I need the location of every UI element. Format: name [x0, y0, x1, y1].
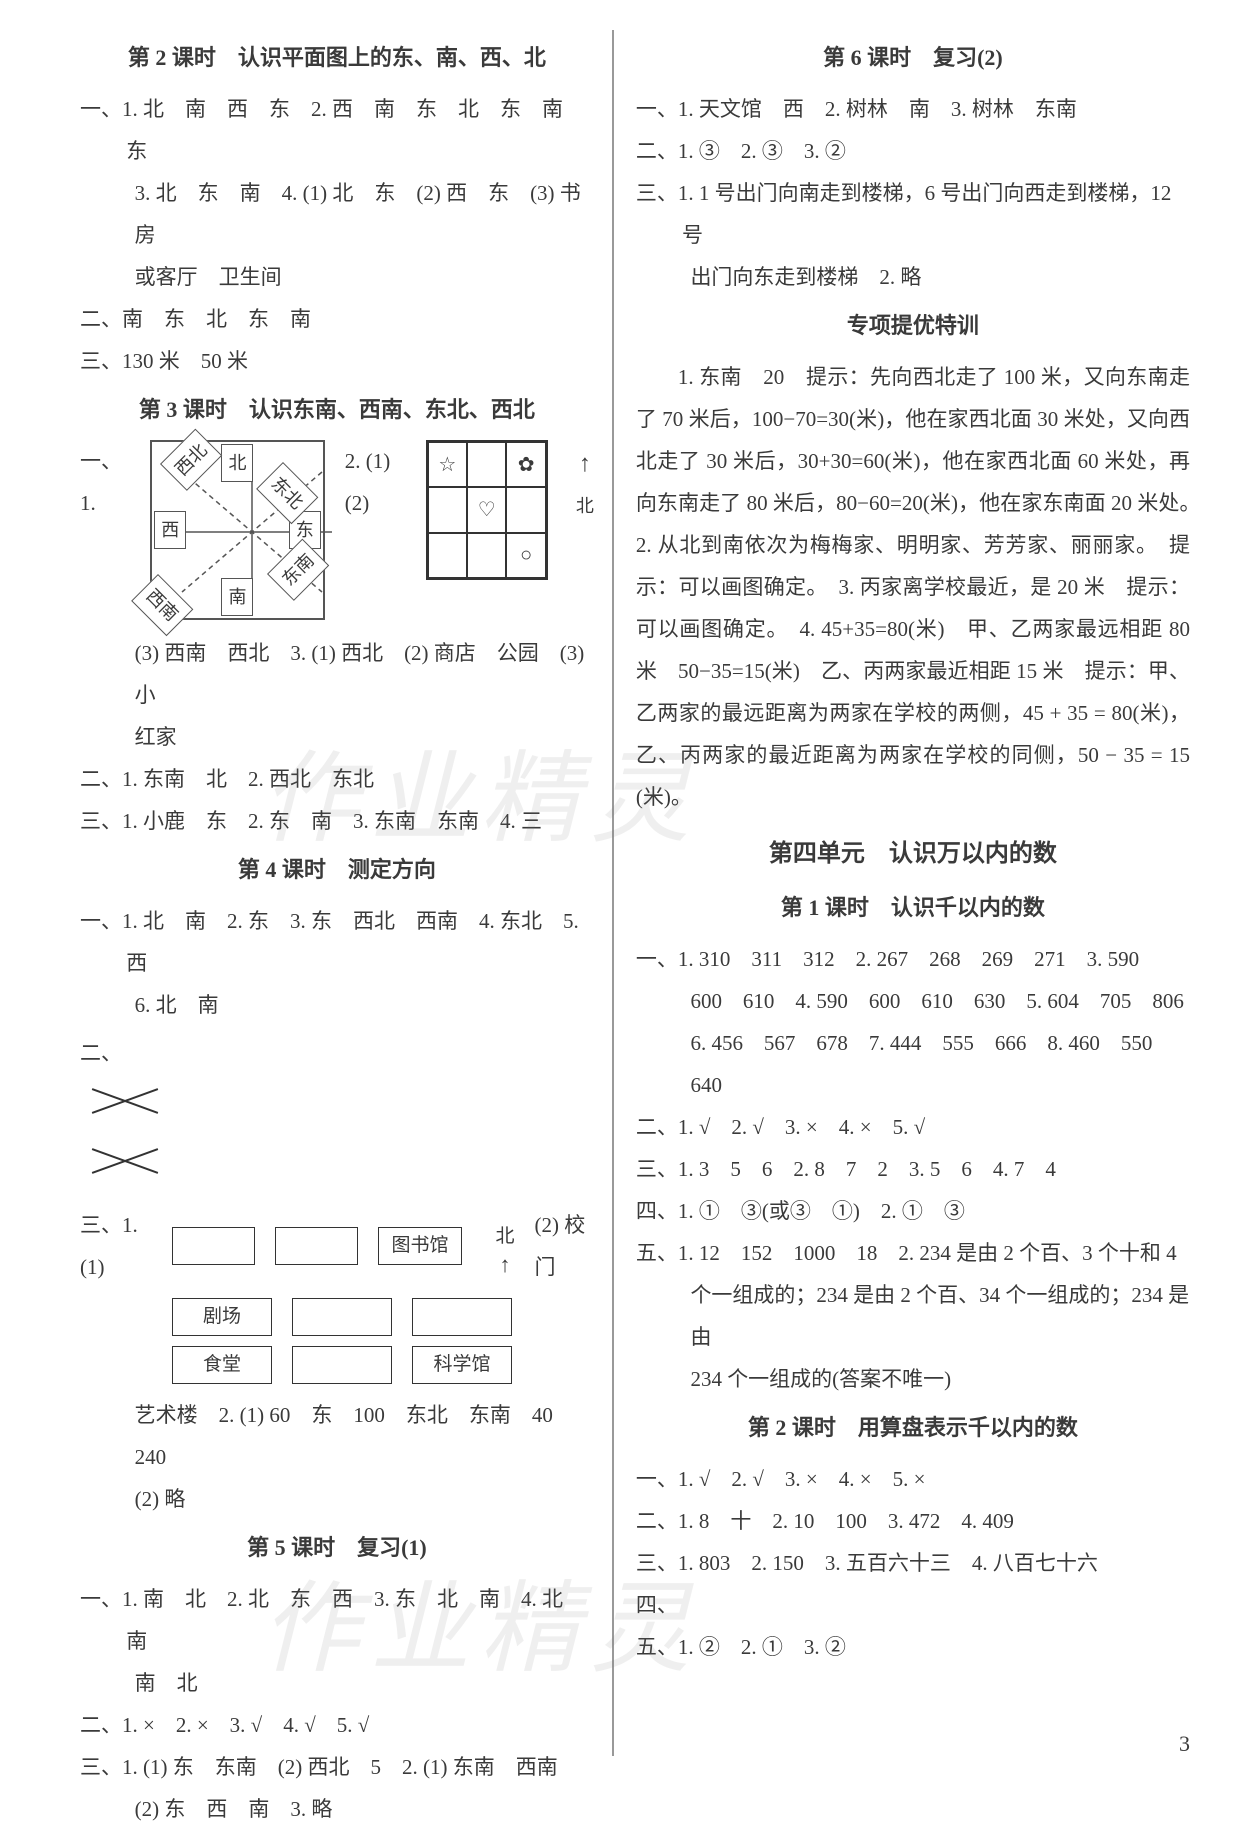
right-column: 第 6 课时 复习(2) 一、1. 天文馆 西 2. 树林 南 3. 树林 东南…	[614, 30, 1190, 1756]
grid-cell-8: ○	[506, 533, 545, 578]
page-columns: 第 2 课时 认识平面图上的东、南、西、北 一、1. 北 南 西 东 2. 西 …	[80, 30, 1190, 1756]
buildings-diagram: 三、1. (1) 图书馆 北 ↑ (2) 校门 剧场 食堂 科学馆	[80, 1204, 594, 1384]
sec3-l4: 二、1. 东南 北 2. 西北 东北	[80, 758, 594, 800]
grid3-diagram: ☆ ✿ ♡ ○	[426, 440, 548, 580]
compass-s: 南	[221, 578, 253, 616]
u4l1-5: 二、1. √ 2. √ 3. × 4. × 5. √	[636, 1106, 1190, 1148]
building-box-empty	[412, 1298, 512, 1336]
u4l1-8: 五、1. 12 152 1000 18 2. 234 是由 2 个百、3 个十和…	[636, 1232, 1190, 1274]
arrow-up-icon: ↑	[579, 440, 591, 488]
sec2-title: 第 2 课时 认识平面图上的东、南、西、北	[80, 36, 594, 80]
north-indicator-2: 北 ↑	[496, 1218, 515, 1274]
special-p: 1. 东南 20 提示：先向西北走了 100 米，又向东南走了 70 米后，10…	[636, 356, 1190, 818]
sec3-l5: 三、1. 小鹿 东 2. 东 南 3. 东南 东南 4. 三	[80, 800, 594, 842]
building-box-empty	[292, 1298, 392, 1336]
sec5-l1: 一、1. 南 北 2. 北 东 西 3. 东 北 南 4. 北 南	[80, 1578, 594, 1662]
north-indicator: ↑ 北	[576, 440, 594, 524]
u4l1-6: 三、1. 3 5 6 2. 8 7 2 3. 5 6 4. 7 4	[636, 1148, 1190, 1190]
building-box-theater: 剧场	[172, 1298, 272, 1336]
sec2-l1: 一、1. 北 南 西 东 2. 西 南 东 北 东 南 东	[80, 88, 594, 172]
grid-cell-7	[467, 533, 506, 578]
u4l2-4: 四、	[636, 1584, 1190, 1626]
sec2-l3: 或客厅 卫生间	[80, 256, 594, 298]
sec2-l2: 3. 北 东 南 4. (1) 北 东 (2) 西 东 (3) 书房	[80, 172, 594, 256]
special-title: 专项提优特训	[636, 304, 1190, 348]
u4l2-2: 二、1. 8 十 2. 10 100 3. 472 4. 409	[636, 1500, 1190, 1542]
left-column: 第 2 课时 认识平面图上的东、南、西、北 一、1. 北 南 西 东 2. 西 …	[80, 30, 612, 1756]
sec4-l9: 艺术楼 2. (1) 60 东 100 东北 东南 40 240	[80, 1394, 594, 1478]
sec3-label-a: 一、1.	[80, 440, 130, 524]
building-box-empty	[292, 1346, 392, 1384]
north-label: 北	[576, 488, 594, 524]
sec4-title: 第 4 课时 测定方向	[80, 848, 594, 892]
compass-n: 北	[221, 444, 253, 482]
grid-cell-4: ♡	[467, 487, 506, 532]
sec3-title: 第 3 课时 认识东南、西南、东北、西北	[80, 388, 594, 432]
u4l2-3: 三、1. 803 2. 150 3. 五百六十三 4. 八百七十六	[636, 1542, 1190, 1584]
grid-cell-2: ✿	[506, 442, 545, 487]
xmark-row-1	[80, 1080, 594, 1134]
north-label-2: 北	[496, 1218, 515, 1256]
sec4-l3-suffix: (2) 校门	[535, 1204, 594, 1288]
sec6-l1: 一、1. 天文馆 西 2. 树林 南 3. 树林 东南	[636, 88, 1190, 130]
sec3-l3b: 红家	[80, 716, 594, 758]
u4l1-3: 6. 456 567 678 7. 444 555 666 8. 460 550	[636, 1022, 1190, 1064]
sec3-l3: (3) 西南 西北 3. (1) 西北 (2) 商店 公园 (3) 小	[80, 632, 594, 716]
sec6-title: 第 6 课时 复习(2)	[636, 36, 1190, 80]
grid-cell-6	[428, 533, 467, 578]
building-box-library: 图书馆	[378, 1227, 461, 1265]
sec5-title: 第 5 课时 复习(1)	[80, 1526, 594, 1570]
building-box-empty	[172, 1227, 255, 1265]
grid-cell-1	[467, 442, 506, 487]
sec5-l3: 二、1. × 2. × 3. √ 4. √ 5. √	[80, 1704, 594, 1746]
compass-diagram: 北 南 东 西 西北 东北 西南 东南	[150, 440, 324, 620]
compass-w: 西	[154, 511, 186, 549]
sec6-l2: 二、1. ③ 2. ③ 3. ②	[636, 130, 1190, 172]
u4l2-1: 一、1. √ 2. √ 3. × 4. × 5. ×	[636, 1458, 1190, 1500]
sec4-two-label: 二、	[80, 1032, 594, 1074]
u4l2-5: 五、1. ② 2. ① 3. ②	[636, 1626, 1190, 1668]
sec3-diagrams: 一、1. 北 南 东 西 西北 东北 西南 东南 2. (1)(2) ☆	[80, 440, 594, 620]
xmark-icon	[90, 1080, 160, 1120]
sec4-l3-prefix: 三、1. (1)	[80, 1204, 152, 1288]
u4l1-2: 600 610 4. 590 600 610 630 5. 604 705 80…	[636, 980, 1190, 1022]
building-box-canteen: 食堂	[172, 1346, 272, 1384]
u4l1-7: 四、1. ① ③(或③ ①) 2. ① ③	[636, 1190, 1190, 1232]
sec5-l5: (2) 东 西 南 3. 略	[80, 1788, 594, 1830]
arrow-up-icon: ↑	[500, 1256, 511, 1274]
unit4-title: 第四单元 认识万以内的数	[636, 830, 1190, 878]
sec5-l2: 南 北	[80, 1662, 594, 1704]
sec6-l3: 三、1. 1 号出门向南走到楼梯，6 号出门向西走到楼梯，12 号	[636, 172, 1190, 256]
sec3-label-b: 2. (1)(2)	[345, 440, 406, 524]
grid-cell-3	[428, 487, 467, 532]
u4l1-9: 个一组成的；234 是由 2 个百、34 个一组成的；234 是由	[636, 1274, 1190, 1358]
sec2-l4: 二、南 东 北 东 南	[80, 298, 594, 340]
grid-cell-5	[506, 487, 545, 532]
building-box-empty	[275, 1227, 358, 1265]
sec4-l10: (2) 略	[80, 1478, 594, 1520]
u4l1-1: 一、1. 310 311 312 2. 267 268 269 271 3. 5…	[636, 938, 1190, 980]
sec2-l5: 三、130 米 50 米	[80, 340, 594, 382]
page-number: 3	[1179, 1722, 1190, 1766]
grid-cell-0: ☆	[428, 442, 467, 487]
unit4-lesson2-title: 第 2 课时 用算盘表示千以内的数	[636, 1406, 1190, 1450]
sec4-l2: 6. 北 南	[80, 984, 594, 1026]
unit4-lesson1-title: 第 1 课时 认识千以内的数	[636, 886, 1190, 930]
xmark-row-2	[80, 1140, 594, 1194]
sec5-l4: 三、1. (1) 东 东南 (2) 西北 5 2. (1) 东南 西南	[80, 1746, 594, 1788]
sec4-l1: 一、1. 北 南 2. 东 3. 东 西北 西南 4. 东北 5. 西	[80, 900, 594, 984]
u4l1-10: 234 个一组成的(答案不唯一)	[636, 1358, 1190, 1400]
building-box-science: 科学馆	[412, 1346, 512, 1384]
u4l1-4: 640	[636, 1064, 1190, 1106]
sec6-l4: 出门向东走到楼梯 2. 略	[636, 256, 1190, 298]
xmark-icon	[90, 1140, 160, 1180]
